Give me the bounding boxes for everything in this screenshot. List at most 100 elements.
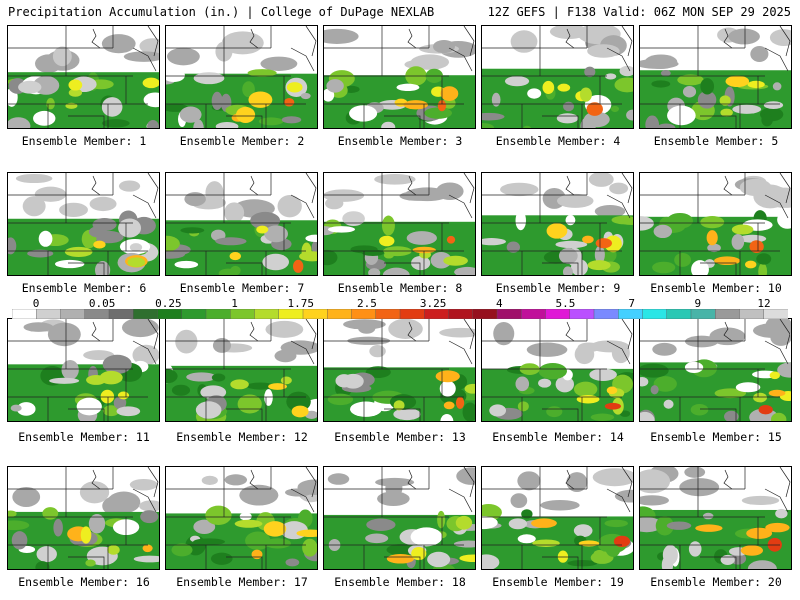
precip-cell (440, 413, 454, 421)
precip-cell (660, 70, 671, 77)
precip-cell (555, 376, 575, 393)
precip-cell (563, 101, 574, 112)
ensemble-member-label: Ensemble Member: 8 (337, 281, 463, 295)
precip-cell (381, 121, 396, 128)
colorbar-segment (133, 309, 159, 319)
precip-map (324, 467, 475, 569)
precip-cell (88, 226, 107, 238)
state-boundary (68, 115, 105, 128)
precip-map (482, 467, 633, 569)
precip-cell (747, 560, 777, 569)
heavy-precip-area (580, 87, 592, 102)
state-boundary (226, 556, 263, 569)
heavy-precip-area (459, 554, 475, 562)
heavy-precip-area (576, 394, 600, 404)
light-precip-area (577, 342, 601, 352)
ensemble-panel (481, 172, 634, 276)
precip-map (640, 319, 791, 421)
light-precip-area (456, 467, 475, 485)
precip-cell (567, 560, 598, 567)
light-precip-area (101, 34, 136, 54)
precip-cell (674, 253, 692, 267)
light-precip-area (741, 495, 780, 506)
precip-cell (102, 354, 132, 374)
ensemble-member-label: Ensemble Member: 20 (650, 575, 782, 589)
state-boundary (700, 262, 737, 275)
precip-cell (95, 261, 111, 275)
precip-cell (489, 404, 507, 417)
precip-cell (720, 554, 735, 565)
heavy-precip-area (440, 86, 459, 101)
precip-cell (517, 534, 536, 544)
precip-cell (11, 531, 28, 550)
state-boundary (723, 28, 733, 49)
colorbar-segment (472, 309, 498, 319)
precip-cell (731, 233, 745, 250)
light-precip-area (83, 350, 115, 361)
precip-cell (777, 362, 791, 378)
precip-cell (640, 216, 654, 231)
state-boundary (407, 321, 417, 342)
precip-cell (424, 107, 452, 119)
precip-cell (140, 510, 159, 524)
precip-cell (215, 122, 239, 128)
ensemble-panel (323, 466, 476, 570)
light-precip-area (436, 182, 464, 201)
precip-cell (180, 227, 205, 234)
colorbar-segment (496, 309, 522, 319)
precip-cell (589, 368, 617, 381)
light-precip-area (587, 44, 620, 58)
light-precip-area (357, 322, 376, 334)
colorbar-segment (690, 309, 716, 319)
precip-cell (640, 377, 649, 387)
precip-cell (327, 393, 354, 406)
state-boundary (132, 340, 157, 365)
light-precip-area (556, 193, 594, 208)
heavy-precip-area (379, 235, 395, 247)
heavy-precip-area (99, 370, 123, 385)
state-boundary (147, 173, 159, 204)
precip-cell (242, 81, 255, 98)
light-precip-area (510, 493, 528, 508)
state-boundary (226, 408, 263, 421)
colorbar-segment (302, 309, 328, 319)
colorbar-tick: 1.75 (287, 297, 314, 310)
light-precip-area (375, 477, 415, 487)
precip-cell (655, 516, 674, 536)
state-boundary (407, 28, 417, 49)
precip-cell (439, 380, 456, 397)
precip-map (324, 319, 475, 421)
ensemble-panel (7, 466, 160, 570)
light-precip-area (588, 173, 614, 187)
state-boundary (463, 467, 475, 498)
colorbar-segment (521, 309, 547, 319)
state-boundary (91, 175, 101, 196)
state-boundary (68, 262, 105, 275)
precip-cell (573, 381, 598, 397)
precip-map (166, 26, 317, 128)
precip-cell (174, 260, 199, 269)
precip-cell (113, 396, 127, 410)
heavy-precip-area (740, 545, 764, 556)
precip-cell (381, 215, 395, 236)
colorbar-tick: 1 (231, 297, 238, 310)
ensemble-panel (7, 172, 160, 276)
light-precip-area (205, 181, 224, 205)
state-boundary (621, 26, 633, 57)
precip-map (8, 467, 159, 569)
state-boundary (290, 340, 315, 365)
colorbar-segment (739, 309, 765, 319)
precip-cell (215, 237, 247, 246)
precip-cell (327, 226, 356, 233)
precip-cell (562, 266, 573, 275)
light-precip-area (15, 173, 53, 184)
precip-cell (171, 543, 193, 557)
state-boundary (249, 28, 259, 49)
ensemble-panel (165, 25, 318, 129)
precip-cell (430, 251, 452, 269)
precip-cell (36, 546, 57, 563)
max-precip-core (604, 402, 622, 410)
precip-cell (583, 111, 610, 128)
precip-cell (556, 113, 579, 124)
heavy-precip-area (768, 389, 786, 397)
